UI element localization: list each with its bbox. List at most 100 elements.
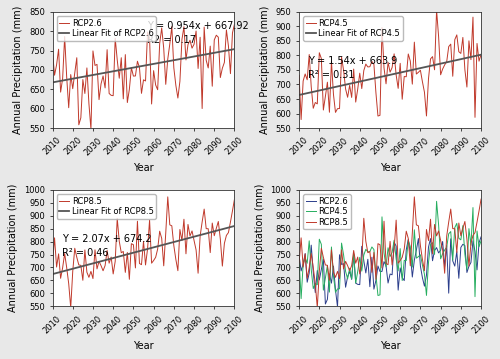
RCP4.5 [298, 117, 304, 122]
RCP4.5 [340, 68, 346, 73]
RCP4.5 [478, 239, 484, 243]
RCP2.6 [452, 264, 458, 268]
Line: RCP8.5: RCP8.5 [299, 197, 481, 308]
RCP4.5 [320, 288, 326, 292]
RCP2.6 [232, 22, 237, 26]
RCP2.6 [98, 81, 104, 86]
RCP8.5 [74, 255, 80, 260]
Linear Fit of RCP4.5 [478, 52, 484, 57]
Line: RCP4.5: RCP4.5 [299, 201, 481, 299]
RCP4.5 [476, 244, 482, 249]
Legend: RCP8.5, Linear Fit of RCP8.5: RCP8.5, Linear Fit of RCP8.5 [56, 194, 156, 219]
RCP2.6 [72, 71, 78, 75]
RCP8.5 [165, 195, 171, 199]
Linear Fit of RCP8.5 [203, 231, 209, 236]
RCP8.5 [404, 229, 409, 233]
RCP8.5 [156, 229, 162, 233]
Line: Linear Fit of RCP4.5: Linear Fit of RCP4.5 [299, 55, 481, 95]
RCP8.5 [232, 197, 237, 201]
Line: Linear Fit of RCP8.5: Linear Fit of RCP8.5 [52, 226, 234, 274]
Linear Fit of RCP4.5 [450, 59, 456, 63]
X-axis label: Year: Year [133, 341, 154, 351]
Linear Fit of RCP4.5 [296, 93, 302, 97]
Linear Fit of RCP2.6 [92, 73, 98, 77]
RCP8.5 [94, 267, 100, 271]
Linear Fit of RCP8.5 [232, 224, 237, 228]
RCP8.5 [478, 197, 484, 201]
RCP8.5 [344, 264, 350, 268]
RCP4.5 [434, 199, 440, 204]
Y-axis label: Annual Precipitation (mm): Annual Precipitation (mm) [255, 184, 265, 312]
Line: RCP2.6: RCP2.6 [299, 237, 481, 307]
RCP4.5 [344, 95, 350, 99]
RCP4.5 [340, 253, 346, 257]
X-axis label: Year: Year [133, 163, 154, 173]
Linear Fit of RCP4.5 [474, 53, 480, 58]
Linear Fit of RCP4.5 [338, 83, 344, 88]
X-axis label: Year: Year [380, 341, 400, 351]
RCP8.5 [476, 209, 482, 213]
RCP2.6 [334, 305, 340, 309]
RCP2.6 [296, 253, 302, 258]
RCP8.5 [68, 306, 73, 310]
Line: RCP4.5: RCP4.5 [299, 10, 481, 120]
Linear Fit of RCP2.6 [203, 52, 209, 56]
Linear Fit of RCP2.6 [228, 48, 234, 52]
RCP2.6 [50, 50, 56, 54]
Text: Y = 0.954x + 667.92: Y = 0.954x + 667.92 [147, 21, 249, 31]
RCP2.6 [476, 241, 482, 245]
X-axis label: Year: Year [380, 163, 400, 173]
RCP2.6 [478, 235, 484, 239]
Linear Fit of RCP8.5 [226, 225, 232, 230]
RCP8.5 [340, 267, 346, 271]
RCP8.5 [320, 255, 326, 260]
Line: RCP2.6: RCP2.6 [52, 24, 234, 129]
Linear Fit of RCP8.5 [50, 272, 56, 276]
RCP4.5 [404, 75, 409, 79]
RCP2.6 [94, 62, 100, 66]
RCP2.6 [88, 127, 94, 131]
RCP8.5 [207, 251, 213, 255]
RCP2.6 [228, 71, 234, 76]
RCP4.5 [454, 221, 460, 225]
Legend: RCP4.5, Linear Fit of RCP4.5: RCP4.5, Linear Fit of RCP4.5 [304, 16, 402, 41]
RCP4.5 [320, 108, 326, 112]
Text: Y = 1.54x + 663.9: Y = 1.54x + 663.9 [308, 56, 398, 66]
Legend: RCP2.6, RCP4.5, RCP8.5: RCP2.6, RCP4.5, RCP8.5 [304, 194, 350, 229]
Text: R² = 0.46: R² = 0.46 [62, 248, 108, 258]
RCP2.6 [340, 262, 346, 266]
RCP8.5 [230, 209, 235, 213]
RCP4.5 [454, 33, 460, 37]
RCP4.5 [404, 258, 409, 263]
Linear Fit of RCP8.5 [72, 266, 78, 270]
Linear Fit of RCP8.5 [92, 261, 98, 265]
RCP4.5 [298, 297, 304, 301]
Linear Fit of RCP2.6 [50, 80, 56, 84]
Legend: RCP2.6, Linear Fit of RCP2.6: RCP2.6, Linear Fit of RCP2.6 [56, 16, 156, 41]
RCP2.6 [205, 66, 211, 70]
RCP4.5 [476, 59, 482, 63]
Line: Linear Fit of RCP2.6: Linear Fit of RCP2.6 [52, 49, 234, 82]
RCP2.6 [344, 275, 350, 279]
RCP2.6 [318, 267, 324, 271]
Linear Fit of RCP2.6 [72, 76, 78, 80]
RCP4.5 [344, 277, 350, 281]
Line: RCP8.5: RCP8.5 [52, 197, 234, 308]
Linear Fit of RCP4.5 [342, 83, 348, 87]
RCP8.5 [296, 261, 302, 265]
Linear Fit of RCP4.5 [472, 54, 478, 58]
Linear Fit of RCP2.6 [96, 72, 102, 76]
RCP4.5 [296, 73, 302, 78]
RCP2.6 [230, 31, 235, 35]
Text: Y = 2.07x + 674.2: Y = 2.07x + 674.2 [62, 234, 152, 244]
Linear Fit of RCP8.5 [96, 260, 102, 264]
Y-axis label: Annual Precipitation (mm): Annual Precipitation (mm) [14, 6, 24, 134]
RCP8.5 [412, 195, 418, 199]
Linear Fit of RCP4.5 [318, 88, 324, 92]
Text: R² = 0.31: R² = 0.31 [308, 70, 354, 80]
RCP4.5 [296, 257, 302, 262]
Linear Fit of RCP2.6 [232, 47, 237, 51]
RCP8.5 [98, 264, 104, 268]
Text: R2 = 0.17: R2 = 0.17 [147, 35, 196, 45]
RCP8.5 [454, 251, 460, 255]
